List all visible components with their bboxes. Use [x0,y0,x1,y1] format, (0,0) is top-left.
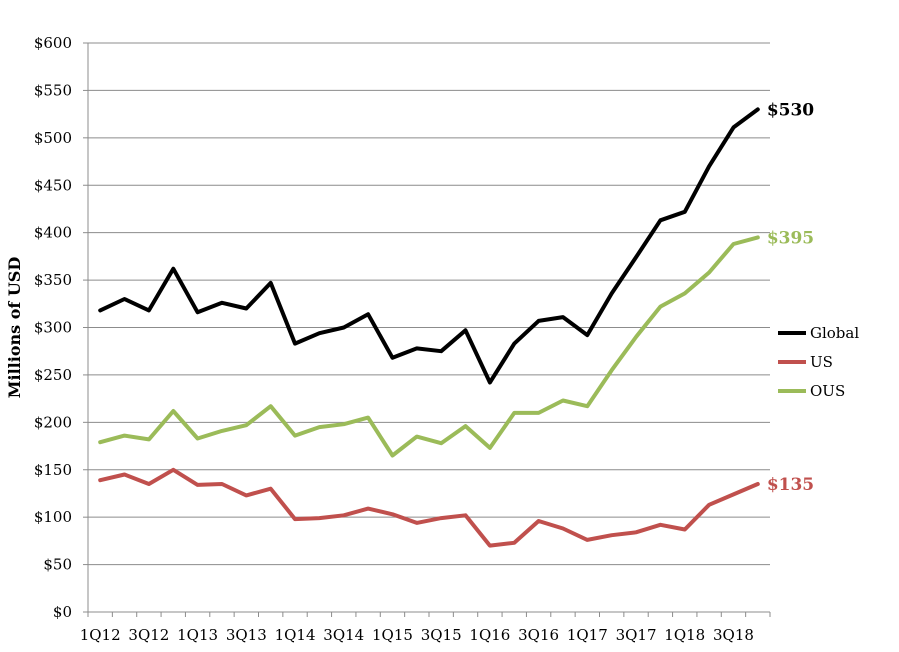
x-tick-label: 3Q12 [128,626,169,644]
x-tick-label: 1Q16 [469,626,510,644]
end-label-us: $135 [767,475,814,495]
y-tick-label: $300 [34,319,72,337]
x-tick-label: 1Q13 [177,626,218,644]
x-tick-labels: 1Q12 3Q12 1Q13 3Q13 1Q14 3Q14 1Q15 3Q15 1Q16 3Q16… [80,626,754,644]
x-tick-label: 1Q15 [372,626,413,644]
x-tick-label: 3Q13 [226,626,267,644]
y-tick-label: $550 [34,81,72,99]
legend-label-global: Global [810,324,859,342]
legend: Global US OUS [778,324,859,400]
y-tick-label: $450 [34,176,72,194]
x-tick-label: 1Q14 [275,626,316,644]
y-tick-label: $200 [34,413,72,431]
y-tick-label: $250 [34,366,72,384]
y-tick-label: $350 [34,271,72,289]
x-tick-label: 3Q17 [616,626,657,644]
x-tick-label: 1Q17 [567,626,608,644]
series-line-us [98,467,760,548]
y-tick-label: $500 [34,129,72,147]
x-tick-label: 3Q15 [421,626,462,644]
y-tick-labels: $0 $50 $100 $150 $200 $250 $300 $350 $400 $450 $50… [34,34,88,621]
legend-label-us: US [810,353,833,371]
y-tick-label: $400 [34,224,72,242]
series-line-global [98,107,760,385]
x-tick-label: 3Q16 [518,626,559,644]
x-tick-label: 1Q18 [664,626,705,644]
end-label-ous: $395 [767,228,814,248]
end-value-labels: $530 $135 $395 [767,100,814,495]
x-tick-marks [87,612,771,617]
y-tick-label: $0 [53,603,72,621]
y-tick-label: $50 [43,556,72,574]
end-label-global: $530 [767,100,814,120]
x-tick-label: 1Q12 [80,626,121,644]
y-tick-label: $100 [34,508,72,526]
gridlines [88,42,770,566]
legend-label-ous: OUS [810,382,845,400]
x-tick-label: 3Q14 [323,626,364,644]
series-line-ous [98,235,760,458]
x-tick-label: 3Q18 [713,626,754,644]
y-tick-label: $600 [34,34,72,52]
y-axis-title: Millions of USD [5,257,24,399]
series-lines [98,107,760,548]
y-tick-label: $150 [34,461,72,479]
